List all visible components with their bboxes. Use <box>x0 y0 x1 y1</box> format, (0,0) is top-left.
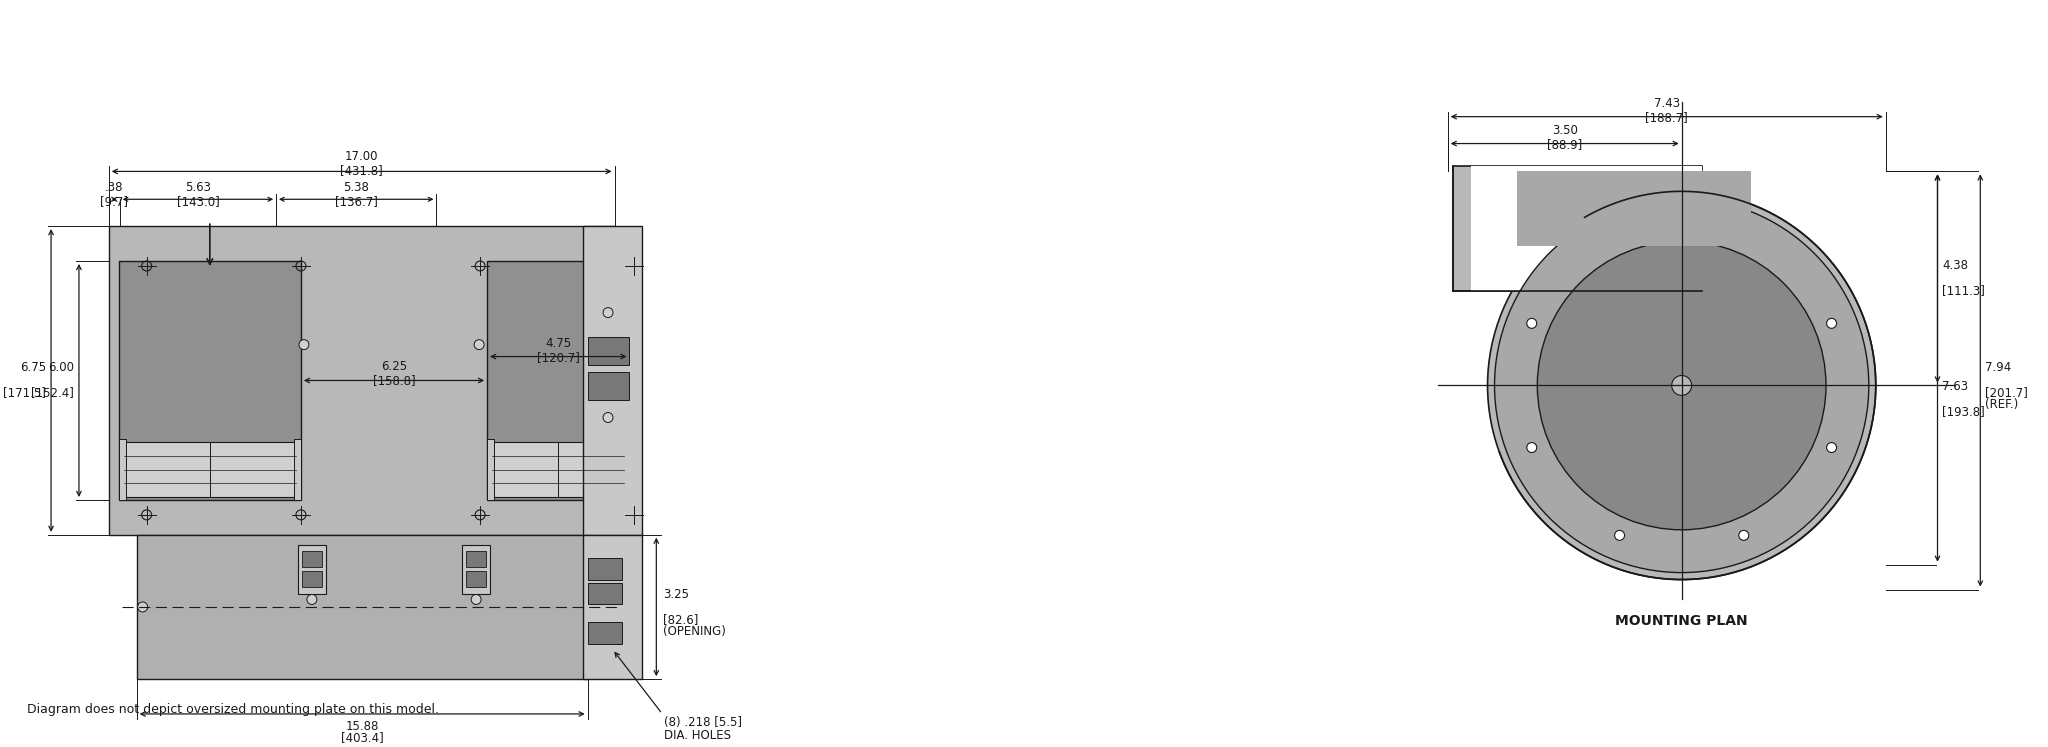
Text: 6.25: 6.25 <box>381 361 408 374</box>
Text: MOUNTING PLAN: MOUNTING PLAN <box>1616 614 1749 628</box>
Text: [136.7]: [136.7] <box>334 195 377 208</box>
Text: 6.75: 6.75 <box>20 362 47 374</box>
Bar <box>301 571 322 586</box>
Text: 5.63: 5.63 <box>184 182 211 194</box>
Text: 7.63: 7.63 <box>1942 380 1968 393</box>
Circle shape <box>299 340 309 350</box>
Text: [111.3]: [111.3] <box>1942 285 1985 297</box>
Text: [403.4]: [403.4] <box>340 731 383 744</box>
Bar <box>463 545 489 595</box>
Text: [201.7]: [201.7] <box>1985 386 2028 400</box>
Text: [9.7]: [9.7] <box>100 195 129 208</box>
Bar <box>1470 167 1702 291</box>
Circle shape <box>1526 442 1536 453</box>
Bar <box>623 439 629 500</box>
Text: (REF.): (REF.) <box>1985 398 2019 412</box>
Text: [82.6]: [82.6] <box>664 613 698 626</box>
Bar <box>123 442 297 497</box>
Circle shape <box>1526 318 1536 329</box>
Text: DIA. HOLES: DIA. HOLES <box>664 729 731 742</box>
Circle shape <box>1827 442 1837 453</box>
Bar <box>584 226 643 535</box>
Text: [188.7]: [188.7] <box>1645 111 1688 124</box>
Circle shape <box>137 602 147 612</box>
Text: 4.75: 4.75 <box>545 337 571 350</box>
Bar <box>295 439 301 500</box>
Circle shape <box>307 595 317 604</box>
Circle shape <box>1495 198 1870 573</box>
Text: [88.9]: [88.9] <box>1546 137 1583 151</box>
Bar <box>588 337 629 365</box>
Text: 15.88: 15.88 <box>346 720 379 733</box>
Text: 5.38: 5.38 <box>344 182 369 194</box>
Circle shape <box>475 340 483 350</box>
Text: 7.43: 7.43 <box>1653 96 1679 110</box>
Bar <box>109 226 614 535</box>
Circle shape <box>1538 241 1827 530</box>
Text: 6.00: 6.00 <box>47 362 74 374</box>
Circle shape <box>1739 231 1749 241</box>
Circle shape <box>1614 530 1624 540</box>
Bar <box>588 372 629 400</box>
Bar <box>584 535 643 679</box>
Bar <box>119 439 125 500</box>
Text: [120.7]: [120.7] <box>537 350 580 364</box>
Bar <box>301 551 322 567</box>
Bar <box>119 261 301 500</box>
Text: Diagram does not depict oversized mounting plate on this model.: Diagram does not depict oversized mounti… <box>27 703 438 716</box>
Text: 3.25: 3.25 <box>664 588 690 601</box>
Text: (OPENING): (OPENING) <box>664 624 727 638</box>
Bar <box>297 545 326 595</box>
Bar <box>137 535 588 679</box>
Text: (8) .218 [5.5]: (8) .218 [5.5] <box>664 716 741 729</box>
Circle shape <box>1487 191 1876 580</box>
Circle shape <box>1671 376 1692 395</box>
Text: 17.00: 17.00 <box>344 150 379 164</box>
Bar <box>588 583 623 604</box>
Bar <box>1452 167 1702 291</box>
Bar <box>467 551 485 567</box>
Circle shape <box>471 595 481 604</box>
Circle shape <box>1614 231 1624 241</box>
Circle shape <box>602 308 612 317</box>
Text: [171.5]: [171.5] <box>4 386 47 400</box>
Text: [158.8]: [158.8] <box>373 374 416 388</box>
Bar <box>588 558 623 580</box>
Circle shape <box>1739 530 1749 540</box>
Text: 7.94: 7.94 <box>1985 362 2011 374</box>
Text: [431.8]: [431.8] <box>340 164 383 178</box>
Bar <box>487 439 494 500</box>
Bar <box>1518 171 1751 246</box>
Circle shape <box>602 412 612 423</box>
Text: [143.0]: [143.0] <box>176 195 219 208</box>
Text: [193.8]: [193.8] <box>1942 405 1985 418</box>
Text: 4.38: 4.38 <box>1942 259 1968 273</box>
Text: .38: .38 <box>104 182 123 194</box>
Text: [152.4]: [152.4] <box>31 386 74 400</box>
Text: 3.50: 3.50 <box>1552 123 1577 137</box>
Circle shape <box>1827 318 1837 329</box>
Bar <box>588 622 623 644</box>
Bar <box>492 442 625 497</box>
Bar <box>467 571 485 586</box>
Bar <box>487 261 629 500</box>
